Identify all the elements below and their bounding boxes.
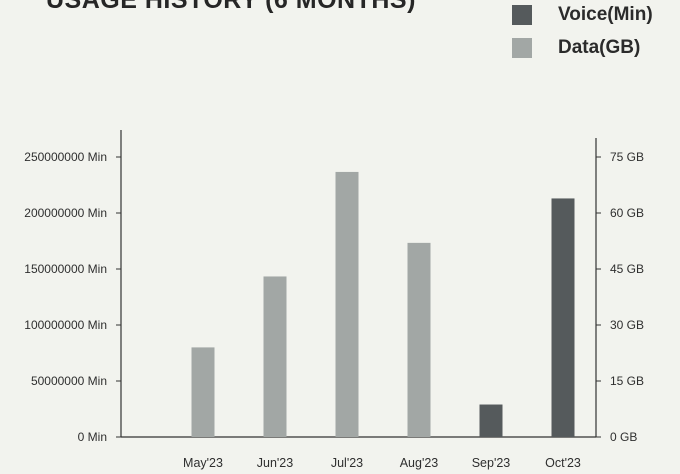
left-tick-label: 250000000 Min: [24, 150, 107, 164]
right-tick-label: 0 GB: [610, 430, 637, 444]
bar-data: [336, 172, 359, 437]
right-tick-label: 60 GB: [610, 206, 644, 220]
bar-data: [192, 347, 215, 437]
left-tick-label: 50000000 Min: [31, 374, 107, 388]
right-tick-label: 15 GB: [610, 374, 644, 388]
left-tick-label: 100000000 Min: [24, 318, 107, 332]
x-tick-label: May'23: [183, 456, 223, 470]
bar-voice: [552, 198, 575, 437]
x-tick-label: Jul'23: [331, 456, 363, 470]
x-tick-label: Jun'23: [257, 456, 293, 470]
x-tick-label: Aug'23: [400, 456, 439, 470]
bar-data: [408, 243, 431, 437]
right-tick-label: 45 GB: [610, 262, 644, 276]
right-tick-label: 75 GB: [610, 150, 644, 164]
bar-data: [264, 276, 287, 437]
x-tick-label: Sep'23: [472, 456, 511, 470]
left-tick-label: 150000000 Min: [24, 262, 107, 276]
x-tick-label: Oct'23: [545, 456, 581, 470]
bar-voice: [480, 405, 503, 437]
left-tick-label: 200000000 Min: [24, 206, 107, 220]
left-tick-label: 0 Min: [78, 430, 107, 444]
right-tick-label: 30 GB: [610, 318, 644, 332]
